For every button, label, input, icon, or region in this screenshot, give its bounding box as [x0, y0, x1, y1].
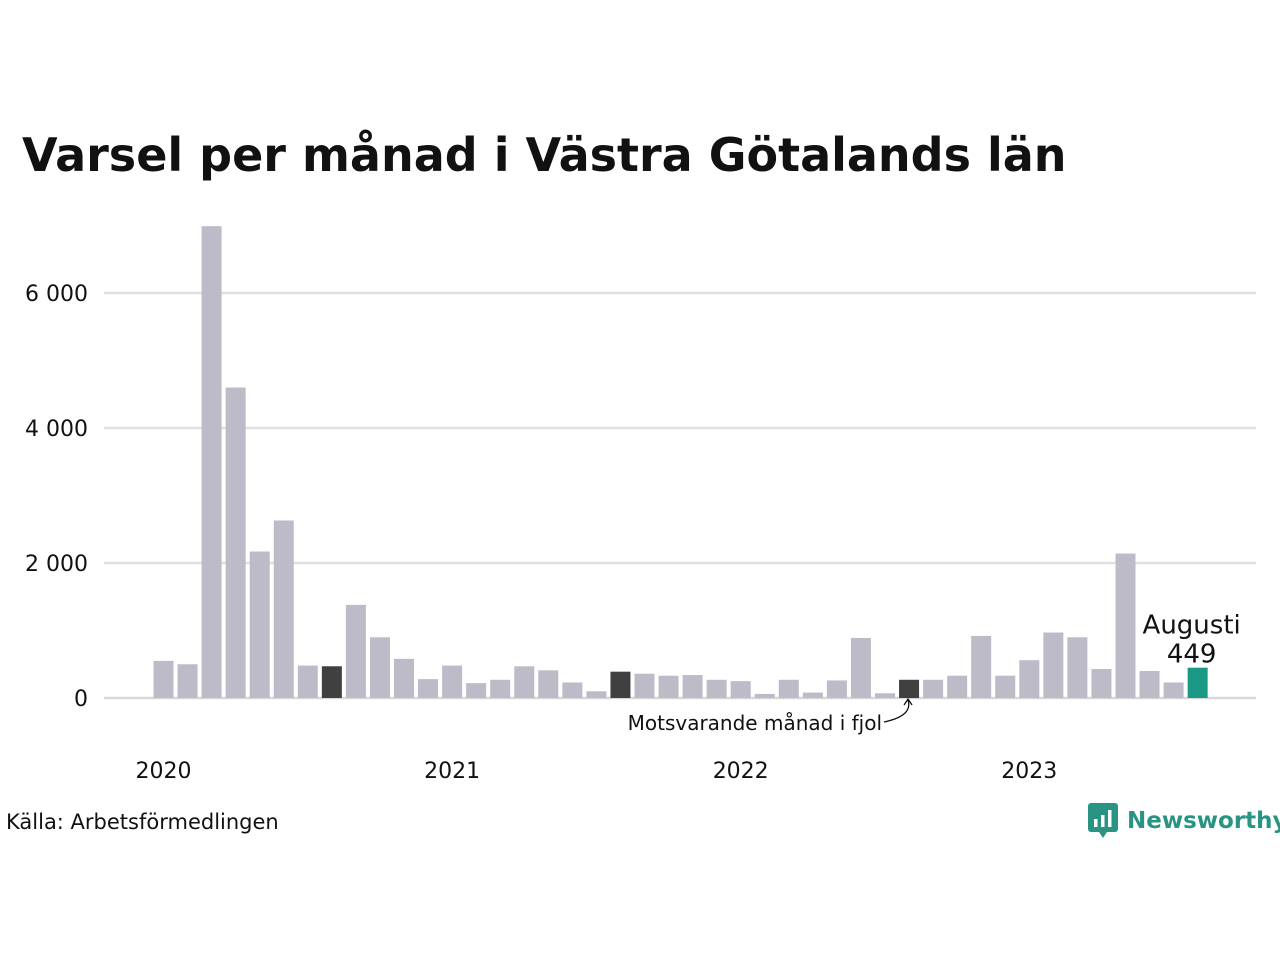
bar	[466, 683, 487, 698]
bar	[153, 660, 174, 698]
bar	[1067, 637, 1088, 698]
annotation-label: Motsvarande månad i fjol	[628, 711, 882, 735]
chart-title: Varsel per månad i Västra Götalands län	[22, 128, 1067, 182]
bar	[754, 693, 775, 698]
bar	[514, 666, 535, 698]
bar	[538, 670, 559, 698]
bar	[875, 693, 895, 698]
bars	[153, 226, 1208, 699]
bar	[899, 679, 920, 698]
bar-chart: 0 2 000 4 000 6 000 2020 2021 2022 2023 August…	[25, 226, 1256, 784]
bar	[562, 682, 583, 698]
grid-lines	[104, 291, 1256, 700]
x-axis-tick-labels: 2020 2021 2022 2023	[136, 759, 1058, 784]
y-tick-label: 2 000	[25, 552, 88, 577]
bar	[850, 637, 871, 698]
annotation-arrow	[883, 699, 910, 723]
x-tick-label: 2022	[713, 759, 769, 784]
bar	[418, 679, 439, 698]
bar	[490, 679, 511, 698]
newsworthy-logo-icon	[1088, 803, 1118, 838]
bar	[177, 664, 198, 698]
bar	[658, 675, 679, 698]
bar	[1019, 660, 1040, 698]
bar	[1139, 671, 1160, 698]
bar	[273, 520, 294, 698]
bar	[225, 387, 246, 698]
x-tick-label: 2020	[136, 759, 192, 784]
bar	[442, 665, 463, 698]
source-note: Källa: Arbetsförmedlingen	[6, 810, 279, 834]
bar	[634, 673, 655, 698]
annotation-arrowhead	[903, 697, 913, 706]
bar	[682, 675, 703, 698]
y-tick-label: 4 000	[25, 417, 88, 442]
bar	[826, 680, 847, 698]
bar	[321, 666, 342, 698]
y-axis-tick-labels: 0 2 000 4 000 6 000	[25, 282, 88, 712]
bar	[586, 691, 607, 698]
bar	[345, 604, 366, 698]
bar	[201, 226, 222, 699]
bar	[923, 679, 944, 698]
bar	[730, 681, 751, 698]
bar	[1163, 682, 1184, 698]
bar	[610, 671, 631, 698]
y-tick-label: 0	[74, 687, 88, 712]
bar	[778, 679, 799, 698]
bar	[249, 551, 270, 698]
bar	[1187, 667, 1208, 698]
brand-logo: Newsworthy	[1088, 803, 1280, 839]
brand-name: Newsworthy	[1127, 808, 1280, 834]
bar	[297, 665, 318, 698]
bar	[947, 675, 968, 698]
bar	[802, 692, 823, 698]
bar	[1043, 632, 1064, 698]
bar	[1115, 553, 1136, 698]
bar	[394, 658, 414, 698]
bar	[971, 635, 992, 698]
bar	[1091, 668, 1112, 698]
bar	[369, 637, 390, 698]
x-tick-label: 2023	[1001, 759, 1057, 784]
y-tick-label: 6 000	[25, 282, 88, 307]
highlight-month-label: Augusti	[1143, 611, 1241, 641]
bar	[706, 679, 727, 698]
x-tick-label: 2021	[424, 759, 480, 784]
highlight-value-label: 449	[1167, 640, 1217, 670]
bar	[995, 675, 1016, 698]
